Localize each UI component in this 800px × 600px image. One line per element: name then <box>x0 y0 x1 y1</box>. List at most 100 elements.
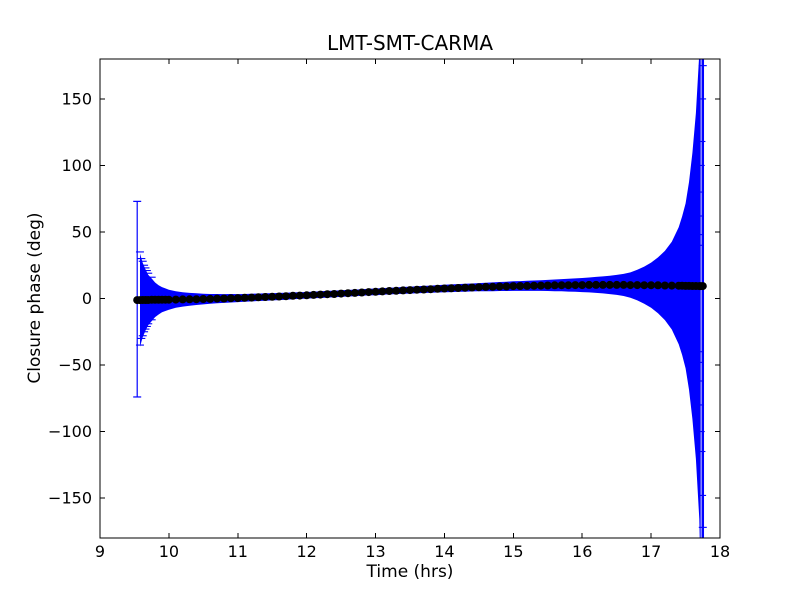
y-tick-label: 150 <box>61 89 92 108</box>
y-tick-labels: −150 −100 −50 0 50 100 150 <box>48 89 92 507</box>
data-point <box>481 282 490 291</box>
data-point <box>344 289 352 298</box>
data-point <box>433 284 442 293</box>
data-point <box>592 280 600 289</box>
x-tick-label: 11 <box>228 542 248 561</box>
data-point <box>495 282 504 291</box>
data-point <box>316 290 325 299</box>
data-point <box>254 293 263 302</box>
x-tick-label: 18 <box>710 542 730 561</box>
data-point <box>337 289 346 298</box>
data-point <box>213 294 222 303</box>
data-point <box>571 281 580 290</box>
data-point <box>564 281 573 290</box>
data-point <box>647 281 656 290</box>
data-point <box>578 281 587 290</box>
data-point <box>282 292 290 301</box>
x-tick-label: 14 <box>434 542 454 561</box>
data-point <box>474 283 483 292</box>
data-point <box>240 293 249 302</box>
data-point <box>302 291 311 300</box>
data-point <box>350 288 359 297</box>
data-point <box>233 294 242 303</box>
data-point <box>523 281 532 290</box>
x-tick-labels: 9 10 11 12 13 14 15 16 17 18 <box>95 542 730 561</box>
data-point <box>516 282 525 290</box>
data-point <box>412 285 421 294</box>
data-point <box>206 294 215 303</box>
data-point <box>461 283 470 292</box>
data-point <box>323 290 332 299</box>
errorbar-lines <box>133 59 707 538</box>
data-point <box>509 282 518 291</box>
data-point <box>530 281 538 290</box>
y-tick-label: −100 <box>48 422 92 441</box>
x-tick-label: 15 <box>503 542 523 561</box>
data-point <box>557 281 566 290</box>
data-point <box>406 286 414 295</box>
chart-title: LMT-SMT-CARMA <box>327 31 493 55</box>
data-point <box>226 294 235 303</box>
data-point <box>220 294 228 303</box>
data-point <box>392 286 401 295</box>
x-tick-label: 9 <box>95 542 105 561</box>
data-point <box>550 281 559 290</box>
x-tick-label: 17 <box>641 542 661 561</box>
axis-ticks <box>99 59 721 538</box>
x-tick-label: 10 <box>159 542 179 561</box>
data-point <box>364 288 373 297</box>
data-point <box>378 287 387 296</box>
y-tick-label: 0 <box>82 289 92 308</box>
data-point <box>454 284 463 292</box>
data-point <box>536 281 545 290</box>
data-point <box>698 282 707 291</box>
data-point <box>399 286 408 295</box>
data-points <box>133 280 707 305</box>
data-point <box>447 284 456 293</box>
x-axis-label: Time (hrs) <box>366 562 454 582</box>
x-tick-label: 12 <box>296 542 316 561</box>
data-point <box>426 285 435 294</box>
y-tick-label: 100 <box>61 156 92 175</box>
data-point <box>598 280 607 289</box>
data-point <box>357 288 366 297</box>
data-point <box>585 280 594 289</box>
y-tick-label: −50 <box>58 356 92 375</box>
y-axis-label: Closure phase (deg) <box>25 212 45 383</box>
data-point <box>419 285 428 294</box>
errorbar-band <box>140 59 701 538</box>
errorbar-funnel <box>140 59 701 538</box>
y-tick-label: 50 <box>72 222 92 241</box>
data-point <box>185 295 194 304</box>
data-point <box>178 295 187 304</box>
data-point <box>633 281 642 290</box>
data-point <box>330 290 339 298</box>
data-point <box>275 292 284 301</box>
data-point <box>247 293 256 302</box>
data-point <box>626 281 635 290</box>
data-point <box>295 291 304 300</box>
data-point <box>654 281 662 290</box>
data-point <box>199 295 208 303</box>
data-point <box>192 295 201 304</box>
data-point <box>440 284 449 293</box>
x-tick-label: 13 <box>365 542 385 561</box>
data-point <box>268 292 277 301</box>
data-point <box>488 282 497 291</box>
data-point <box>385 287 394 295</box>
data-point <box>605 280 614 289</box>
data-point <box>660 281 669 290</box>
data-point <box>309 290 318 299</box>
data-point <box>667 281 676 290</box>
x-tick-label: 16 <box>572 542 592 561</box>
y-tick-label: −150 <box>48 489 92 508</box>
data-point <box>543 281 552 290</box>
data-point <box>619 280 628 289</box>
data-point <box>502 282 511 291</box>
data-point <box>261 293 270 301</box>
data-point <box>612 280 621 289</box>
data-point <box>468 283 476 292</box>
data-point <box>164 295 173 304</box>
